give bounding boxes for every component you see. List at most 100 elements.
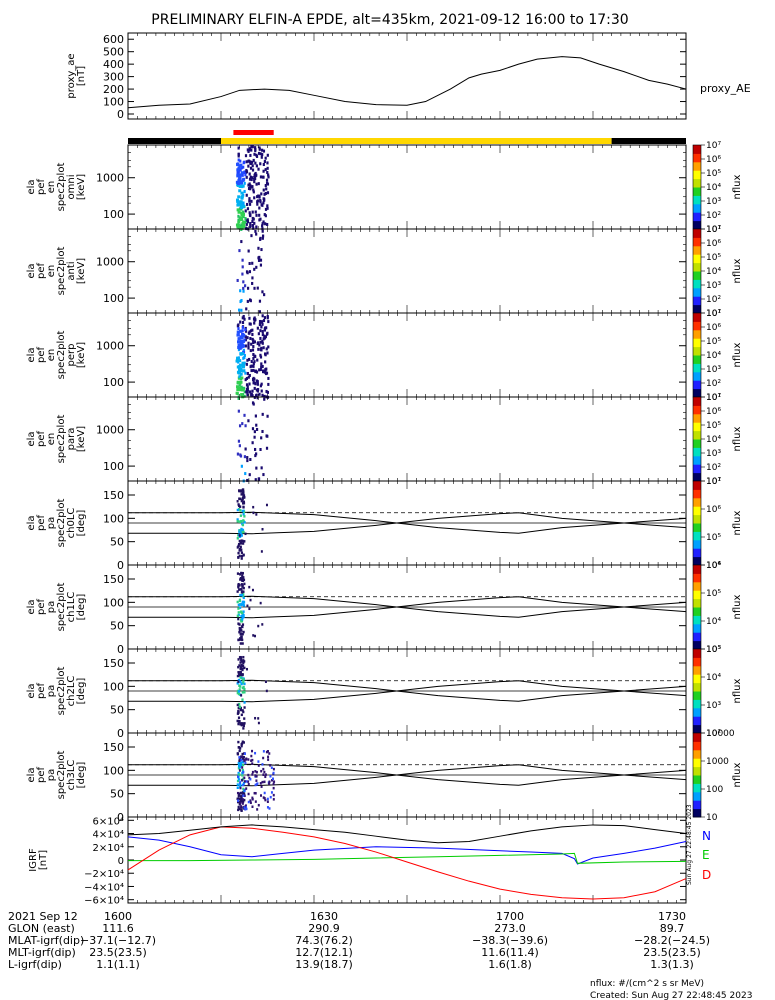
pa-cell <box>256 782 259 785</box>
spectrogram-cell <box>249 161 252 165</box>
spectrogram-cell <box>262 163 265 167</box>
pa-cell <box>259 794 262 797</box>
colorbar-cell <box>693 628 701 631</box>
colorbar-cell <box>693 798 701 801</box>
spectrogram-cell <box>266 351 269 355</box>
pa-cell <box>245 787 248 790</box>
spectrogram-cell <box>250 360 253 364</box>
spectrogram-cell <box>237 327 240 331</box>
y-tick-label: 0 <box>118 856 124 867</box>
pa-cell <box>242 513 245 516</box>
colorbar-cell <box>693 655 701 658</box>
pa-cell <box>242 661 245 665</box>
anti-loss-cone-line <box>128 763 687 786</box>
spectrogram-core-cell <box>240 342 244 346</box>
colorbar-5: 10³ 10⁴ 10⁵ 10⁶ nflux <box>692 561 743 655</box>
pa-cell <box>241 802 244 805</box>
spectrogram-cell <box>249 222 252 226</box>
pa-cell <box>240 805 243 808</box>
y-tick-label: 2×10⁴ <box>93 843 124 854</box>
spectrogram-cell <box>248 177 252 181</box>
spectrogram-cell <box>250 342 253 346</box>
spectrogram-cell <box>249 365 252 369</box>
colorbar-cell <box>693 218 701 222</box>
colorbar-cell <box>693 600 701 604</box>
spectrogram-cell <box>261 330 264 334</box>
spectrogram-cell <box>252 188 255 192</box>
pa-cell <box>241 673 244 677</box>
pa-cell <box>239 514 242 517</box>
spectrogram-cell <box>262 169 265 173</box>
y-tick-label: 100 <box>103 460 124 473</box>
ylabel-line: en <box>46 433 57 446</box>
pa-cell <box>260 785 263 788</box>
spectrogram-cell <box>259 152 262 156</box>
colorbar-cell <box>693 315 701 318</box>
pa-cell <box>242 554 245 557</box>
y-tick-label: 0 <box>117 643 124 656</box>
ylabel-line: spec2plot <box>56 583 67 632</box>
ephemeris-cell: −28.2(−24.5) <box>634 934 710 947</box>
colorbar-label: 10⁴ <box>706 351 721 361</box>
colorbar-cell <box>693 321 701 324</box>
spectrogram-cell <box>244 329 248 333</box>
spectrogram-core-cell <box>240 336 244 340</box>
pa-cell <box>237 611 240 614</box>
colorbar-cell <box>693 273 701 276</box>
colorbar-title-text: nflux <box>732 174 743 199</box>
colorbar-cell <box>693 413 701 417</box>
spectrogram-cell <box>253 381 256 385</box>
spectrogram-cell <box>261 412 264 416</box>
pa-cell <box>259 601 262 605</box>
pa-cell <box>273 780 276 783</box>
spectrogram-cell <box>248 262 251 266</box>
spectrogram-cell <box>267 173 270 177</box>
pa-cell <box>254 751 257 755</box>
spectrogram-cell <box>246 148 249 152</box>
colorbar-cell <box>693 588 701 591</box>
colorbar-cell <box>693 182 701 186</box>
spectrogram-cell <box>266 191 270 195</box>
pa-cell <box>240 493 243 496</box>
pa-cell <box>264 773 267 776</box>
colorbar-cell <box>693 367 701 371</box>
colorbar-cell <box>693 785 701 789</box>
spectrogram-cell <box>243 189 246 193</box>
colorbar-cell <box>693 428 701 432</box>
colorbar-cell <box>693 726 701 730</box>
spectrogram-cell <box>242 161 245 165</box>
colorbar-cell <box>693 640 701 644</box>
ylabel-line: ela <box>26 263 37 278</box>
pa-cell <box>251 758 254 762</box>
colorbar-cell <box>693 749 701 753</box>
colorbar-cell <box>693 407 701 411</box>
pa-cell <box>255 779 258 782</box>
spectrogram-cell <box>259 263 263 267</box>
pa-cell <box>240 619 244 623</box>
pa-cell <box>243 706 246 709</box>
pa-cell <box>241 618 244 621</box>
colorbar-cell <box>693 243 701 247</box>
pa-cell <box>241 760 244 764</box>
spectrogram-cell <box>265 389 268 393</box>
spectrogram-cell <box>253 180 256 184</box>
colorbar-cell <box>693 491 701 495</box>
pa-cell <box>243 666 246 670</box>
spectrogram-core-cell <box>237 210 241 214</box>
pa-cell <box>260 550 263 553</box>
colorbar-cell <box>693 455 701 459</box>
spectrogram-cell <box>242 165 245 169</box>
spectrogram-cell <box>254 369 257 373</box>
spectrogram-cell <box>246 336 249 340</box>
colorbar-cell <box>693 226 701 230</box>
pa-cell <box>237 551 240 555</box>
ephemeris-cell: 1630 <box>310 910 338 923</box>
pa-cell <box>238 489 241 492</box>
spectrogram-cell <box>263 327 266 331</box>
colorbar-cell <box>693 205 701 209</box>
pa-cell <box>240 798 243 802</box>
spectrogram-cell <box>259 199 262 203</box>
ephemeris-cell: 1.1(1.1) <box>96 958 140 971</box>
pa-cell <box>237 746 240 749</box>
pa-cell <box>260 769 263 773</box>
